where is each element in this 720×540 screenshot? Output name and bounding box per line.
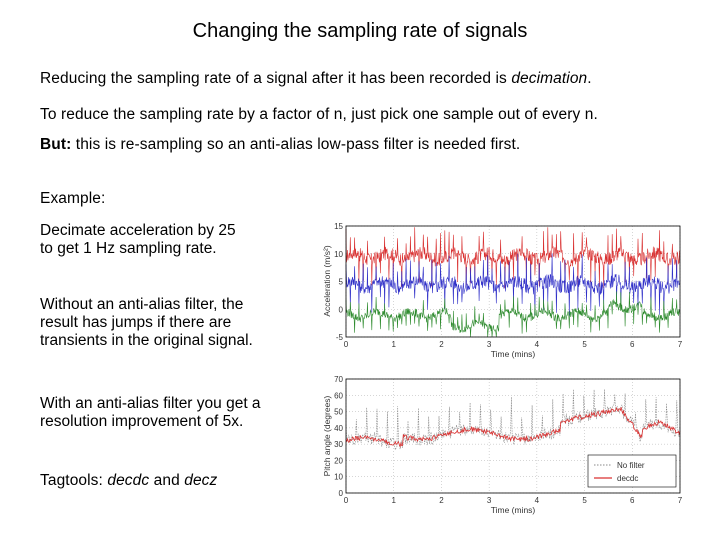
acceleration-x-tick-label: 3 <box>487 340 492 349</box>
decimate-line-2: to get 1 Hz sampling rate. <box>40 240 217 257</box>
acceleration-x-tick-label: 6 <box>630 340 635 349</box>
but-label: But: <box>40 136 72 153</box>
with-line-2: resolution improvement of 5x. <box>40 413 244 430</box>
pitch-y-tick-label: 10 <box>334 473 343 482</box>
pitch-axes-frame <box>345 378 681 494</box>
legend-decdc-label: decdc <box>617 474 638 483</box>
with-line-1: With an anti-alias filter you get a <box>40 395 261 412</box>
without-filter-text: Without an anti-alias filter, the result… <box>40 296 310 350</box>
acceleration-y-label: Acceleration (m/s²) <box>322 245 332 316</box>
with-filter-text: With an anti-alias filter you get a reso… <box>40 395 310 431</box>
acceleration-x-tick-label: 4 <box>535 340 540 349</box>
pitch-y-tick-label: 40 <box>334 424 343 433</box>
pitch-y-tick-label: 50 <box>334 408 343 417</box>
acceleration-x-label: Time (mins) <box>491 349 536 359</box>
slide-title: Changing the sampling rate of signals <box>192 20 528 42</box>
acceleration-y-tick-label: 5 <box>339 278 344 287</box>
acceleration-series-3 <box>345 291 681 338</box>
pitch-legend: No filter decdc <box>587 454 677 488</box>
pitch-x-tick-label: 1 <box>391 496 396 505</box>
decimate-text: Decimate acceleration by 25 to get 1 Hz … <box>40 222 310 258</box>
pitch-x-tick-label: 4 <box>535 496 540 505</box>
pitch-x-tick-label: 5 <box>582 496 587 505</box>
acceleration-y-tick-label: -5 <box>336 333 344 342</box>
decimation-post: . <box>587 70 592 87</box>
pitch-x-label: Time (mins) <box>491 505 536 515</box>
legend-box <box>587 454 677 488</box>
tagtools-pre: Tagtools: <box>40 472 108 489</box>
pitch-y-label: Pitch angle (degrees) <box>322 395 332 476</box>
acceleration-y-tick-label: 0 <box>339 305 344 314</box>
acceleration-series-2 <box>345 253 681 316</box>
tagtools-decz: decz <box>184 472 218 489</box>
decimation-sentence: Reducing the sampling rate of a signal a… <box>40 70 592 88</box>
pitch-x-tick-label: 6 <box>630 496 635 505</box>
example-label: Example: <box>40 190 106 207</box>
reduce-sentence: To reduce the sampling rate by a factor … <box>40 106 598 123</box>
acceleration-x-tick-label: 1 <box>391 340 396 349</box>
acceleration-x-tick-label: 7 <box>678 340 683 349</box>
pitch-y-tick-label: 0 <box>339 489 344 498</box>
pitch-series-no-filter <box>345 389 681 451</box>
pitch-y-tick-label: 30 <box>334 440 343 449</box>
without-line-2: result has jumps if there are <box>40 314 232 331</box>
pitch-y-tick-label: 70 <box>334 375 343 384</box>
tagtools-decdc: decdc <box>107 472 150 489</box>
legend-no-filter-label: No filter <box>617 461 645 470</box>
pitch-x-tick-label: 7 <box>678 496 683 505</box>
pitch-x-tick-label: 0 <box>344 496 349 505</box>
acceleration-y-tick-label: 15 <box>334 222 343 231</box>
without-line-1: Without an anti-alias filter, the <box>40 296 244 313</box>
acceleration-axes-frame <box>345 225 681 338</box>
acceleration-y-tick-label: 10 <box>334 250 343 259</box>
but-sentence: But: this is re-sampling so an anti-alia… <box>40 136 520 154</box>
without-line-3: transients in the original signal. <box>40 332 253 349</box>
acceleration-x-tick-label: 2 <box>439 340 444 349</box>
decimate-line-1: Decimate acceleration by 25 <box>40 222 236 239</box>
pitch-x-tick-label: 3 <box>487 496 492 505</box>
pitch-y-tick-label: 20 <box>334 456 343 465</box>
decimation-pre: Reducing the sampling rate of a signal a… <box>40 70 512 87</box>
pitch-series-decdc <box>345 406 681 448</box>
tagtools-text: Tagtools: decdc and decz <box>40 472 217 490</box>
pitch-y-tick-label: 60 <box>334 391 343 400</box>
pitch-x-tick-label: 2 <box>439 496 444 505</box>
tagtools-mid: and <box>149 472 185 489</box>
acceleration-x-tick-label: 5 <box>582 340 587 349</box>
but-rest: this is re-sampling so an anti-alias low… <box>71 136 521 153</box>
decimation-term: decimation <box>511 70 588 87</box>
acceleration-x-tick-label: 0 <box>344 340 349 349</box>
